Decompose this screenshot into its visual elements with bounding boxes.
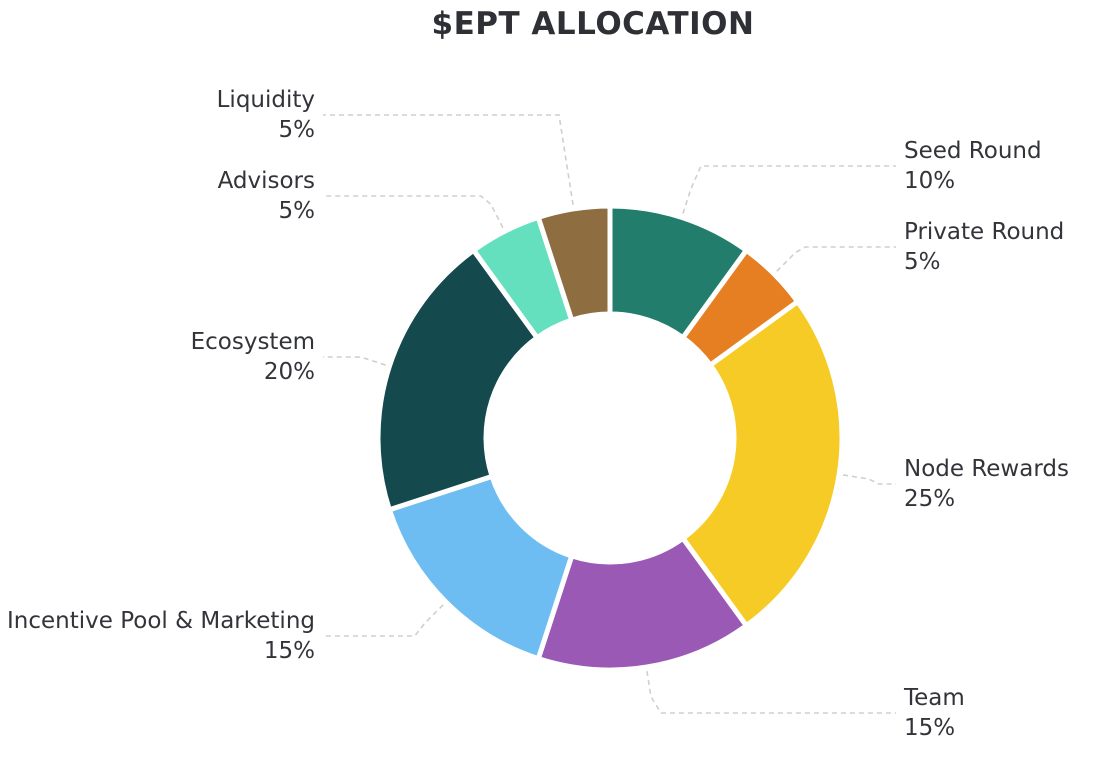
slice-label-seed-round: Seed Round: [904, 138, 1042, 164]
leader-line-seed-round: [682, 165, 896, 214]
leader-line-private-round: [776, 246, 896, 272]
slice-value-team: 15%: [904, 715, 955, 741]
slice-label-advisors: Advisors: [218, 168, 315, 194]
slice-label-private-round: Private Round: [904, 219, 1064, 245]
slice-value-incentive-pool-marketing: 15%: [264, 638, 315, 664]
chart-title: $EPT ALLOCATION: [431, 6, 755, 42]
leader-line-node-rewards: [842, 474, 896, 485]
slice-label-incentive-pool-marketing: Incentive Pool & Marketing: [7, 608, 315, 634]
leader-line-liquidity: [323, 114, 574, 206]
slice-ecosystem: [375, 247, 540, 513]
slice-value-liquidity: 5%: [279, 117, 316, 143]
slice-team: [535, 535, 749, 673]
slice-label-team: Team: [903, 685, 965, 711]
slice-node-rewards: [680, 299, 845, 629]
leader-line-advisors: [323, 195, 504, 229]
leader-line-ecosystem: [323, 356, 386, 366]
leader-line-team: [646, 670, 896, 714]
slice-incentive-pool-marketing: [386, 473, 575, 662]
slice-label-node-rewards: Node Rewards: [904, 456, 1069, 482]
slice-value-private-round: 5%: [904, 249, 941, 275]
leader-line-incentive-pool-marketing: [323, 604, 444, 637]
slice-value-ecosystem: 20%: [264, 359, 315, 385]
slice-liquidity: [535, 203, 613, 323]
slice-value-advisors: 5%: [279, 198, 316, 224]
slice-value-seed-round: 10%: [904, 168, 955, 194]
slice-label-liquidity: Liquidity: [217, 87, 315, 113]
slice-label-ecosystem: Ecosystem: [191, 329, 315, 355]
slice-value-node-rewards: 25%: [904, 486, 955, 512]
